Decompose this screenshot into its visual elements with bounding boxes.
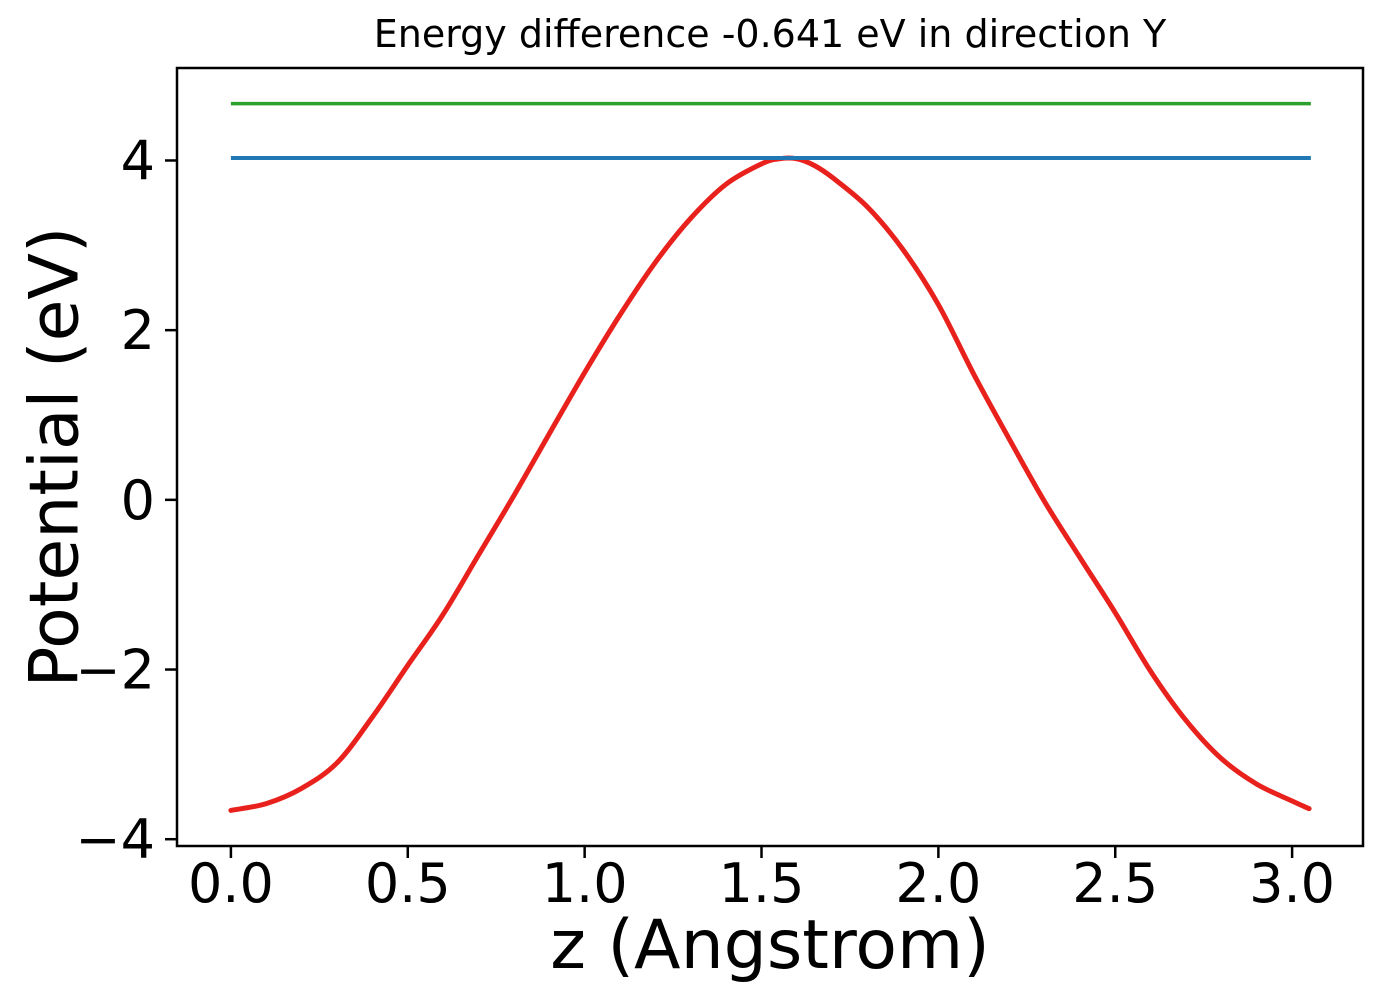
potential-curve — [228, 155, 1312, 813]
plot-border — [175, 66, 1365, 848]
chart-title: Energy difference -0.641 eV in direction… — [373, 12, 1167, 56]
x-axis-label: z (Angstrom) — [550, 906, 990, 985]
y-tick-label: −2 — [75, 639, 155, 702]
x-tick-label: 0.5 — [365, 852, 451, 915]
x-tick-label: 3.0 — [1249, 852, 1335, 915]
y-tick-label: −4 — [75, 808, 155, 871]
x-tick-label: 0.0 — [188, 852, 274, 915]
y-tick-label: 4 — [121, 129, 155, 192]
y-tick-label: 0 — [121, 469, 155, 532]
x-tick-label: 1.5 — [719, 852, 805, 915]
y-tick-label: 2 — [121, 299, 155, 362]
x-tick-label: 2.0 — [895, 852, 981, 915]
x-tick-label: 2.5 — [1072, 852, 1158, 915]
x-tick-label: 1.0 — [542, 852, 628, 915]
